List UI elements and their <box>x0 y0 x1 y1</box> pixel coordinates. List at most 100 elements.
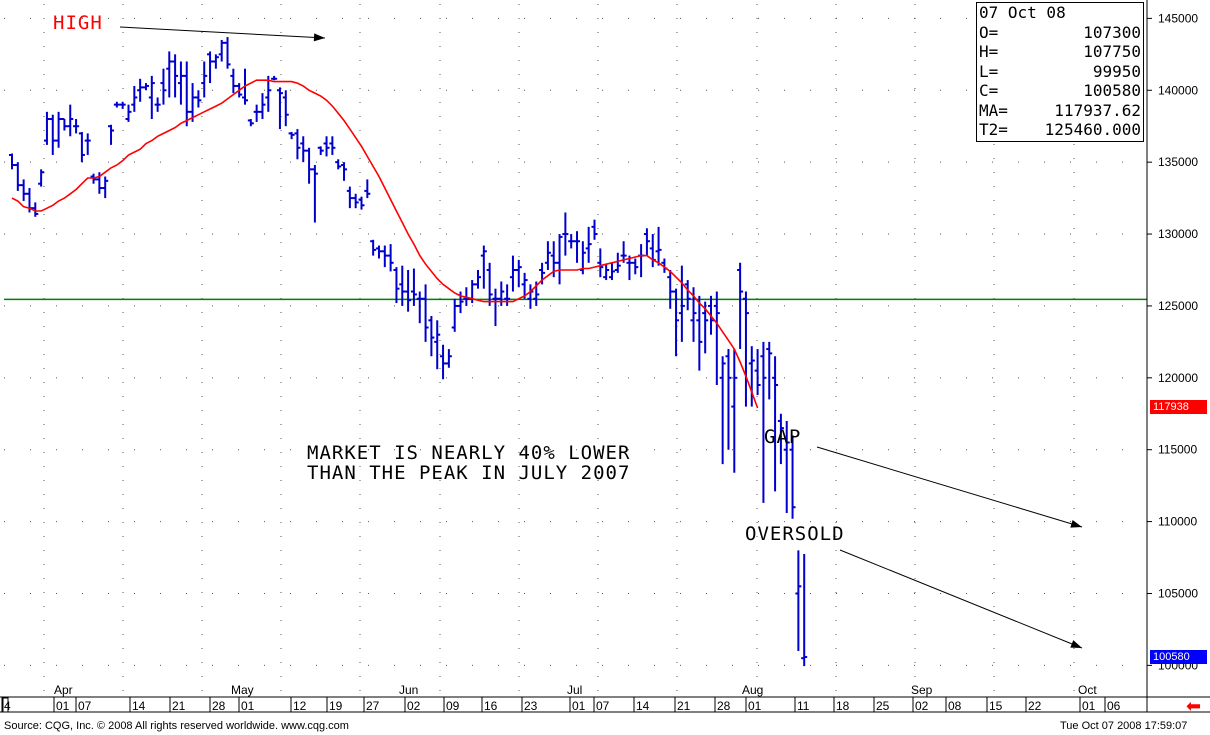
info-row-close: C= 100580 <box>979 81 1141 101</box>
info-row-low: L= 99950 <box>979 62 1141 82</box>
ohlc-info-panel: 07 Oct 08 O= 107300 H= 107750 L= 99950 C= 10… <box>976 2 1144 142</box>
ohlc-bar <box>696 295 703 371</box>
ohlc-bar <box>562 212 569 256</box>
ohlc-bar <box>61 118 68 131</box>
ohlc-bar <box>113 101 120 108</box>
x-month-label: Jul <box>567 683 582 697</box>
ohlc-bar <box>486 262 493 306</box>
ohlc-bar <box>300 136 307 163</box>
x-day-label: 07 <box>596 699 610 713</box>
x-day-label: 11 <box>797 699 810 713</box>
ohlc-bar <box>358 196 365 210</box>
ohlc-bar <box>84 133 91 155</box>
ohlc-bar <box>137 78 144 102</box>
y-tick-label: 135000 <box>1158 155 1198 169</box>
ohlc-bar <box>276 87 283 130</box>
ohlc-bar <box>655 226 662 266</box>
ohlc-bar <box>789 435 796 519</box>
x-day-label: 22 <box>1028 699 1042 713</box>
info-value: 125460.000 <box>1044 120 1141 139</box>
x-month-label: Aug <box>742 683 763 697</box>
ohlc-bar <box>760 341 767 503</box>
x-day-label: 01 <box>56 699 70 713</box>
x-day-label: 27 <box>366 699 380 713</box>
ohlc-bar <box>556 234 563 285</box>
ohlc-bar <box>247 119 254 127</box>
x-day-label: 02 <box>407 699 421 713</box>
y-tick-label: 140000 <box>1158 83 1198 97</box>
info-label: C= <box>979 81 999 100</box>
ohlc-bar <box>224 37 231 69</box>
annotation-arrow <box>119 26 326 42</box>
ohlc-bar <box>428 315 435 357</box>
ohlc-bar <box>405 269 412 312</box>
y-tick-label: 125000 <box>1158 299 1198 313</box>
ohlc-bar <box>160 68 167 105</box>
ohlc-bar <box>67 104 74 137</box>
ohlc-bar <box>43 111 50 145</box>
ohlc-bar <box>311 165 318 223</box>
x-day-label: 23 <box>524 699 538 713</box>
ohlc-bar <box>166 51 173 98</box>
footer-timestamp: Tue Oct 07 2008 17:59:07 <box>1060 720 1188 732</box>
ohlc-bar <box>20 179 27 201</box>
ohlc-bar <box>544 241 551 270</box>
ohlc-bar <box>667 269 674 309</box>
ohlc-bar <box>253 104 260 122</box>
scroll-left-icon[interactable]: ⬅ <box>1186 696 1202 716</box>
ohlc-bar <box>335 159 342 170</box>
ohlc-bar <box>177 61 184 105</box>
x-day-label: 01 <box>1082 699 1096 713</box>
ohlc-bar <box>265 75 272 112</box>
ohlc-bar <box>364 179 371 199</box>
ohlc-bar <box>154 97 161 112</box>
ohlc-bar <box>492 288 499 327</box>
ohlc-bar <box>521 272 528 299</box>
scroll-thumb[interactable] <box>2 697 9 713</box>
x-month-label: Sep <box>911 683 933 697</box>
x-day-label: 09 <box>446 699 460 713</box>
ohlc-bar <box>346 186 353 209</box>
ohlc-bar <box>754 349 761 396</box>
ohlc-bar <box>678 265 685 342</box>
ohlc-bar <box>504 284 511 306</box>
ohlc-bar <box>632 258 639 275</box>
ohlc-bar <box>387 244 394 272</box>
market-annotation-line1: MARKET IS NEARLY 40% LOWER <box>307 442 631 464</box>
x-day-label: 14 <box>132 699 146 713</box>
ohlc-bar <box>684 280 691 311</box>
ohlc-bar <box>731 349 738 473</box>
ohlc-bar <box>597 248 604 278</box>
ohlc-bar <box>218 39 225 62</box>
annotation-arrow <box>816 446 1083 528</box>
ohlc-bar <box>515 259 522 288</box>
ohlc-bar <box>329 136 336 155</box>
info-value: 107750 <box>1083 42 1141 61</box>
ohlc-bar <box>125 104 132 122</box>
ohlc-bar <box>585 226 592 263</box>
chart-axes: 1000001050001100001150001200001250001300… <box>0 0 1210 713</box>
ohlc-bar <box>766 341 773 400</box>
high-annotation: HIGH <box>53 12 103 34</box>
ohlc-bar <box>801 553 808 667</box>
x-month-label: Oct <box>1078 683 1097 697</box>
ohlc-bar <box>381 245 388 268</box>
info-date: 07 Oct 08 <box>979 3 1066 22</box>
ma-price-tag: 117938 <box>1150 400 1207 415</box>
ohlc-bar <box>475 269 481 289</box>
ohlc-bar <box>108 124 115 145</box>
ohlc-bar <box>341 162 348 181</box>
x-day-label: 25 <box>876 699 890 713</box>
ohlc-bar <box>783 420 790 513</box>
footer-source: Source: CQG, Inc. © 2008 All rights rese… <box>4 720 349 732</box>
ohlc-bar <box>271 75 278 81</box>
ohlc-bar <box>32 202 39 217</box>
info-row-ma: MA= 117937.62 <box>979 101 1141 121</box>
ohlc-bar <box>591 219 598 240</box>
ohlc-bar <box>230 68 237 94</box>
ohlc-bar <box>142 83 149 91</box>
ohlc-bar <box>212 54 219 69</box>
ohlc-bar <box>445 349 452 368</box>
ohlc-bar <box>673 288 680 357</box>
ohlc-bar <box>183 61 190 127</box>
